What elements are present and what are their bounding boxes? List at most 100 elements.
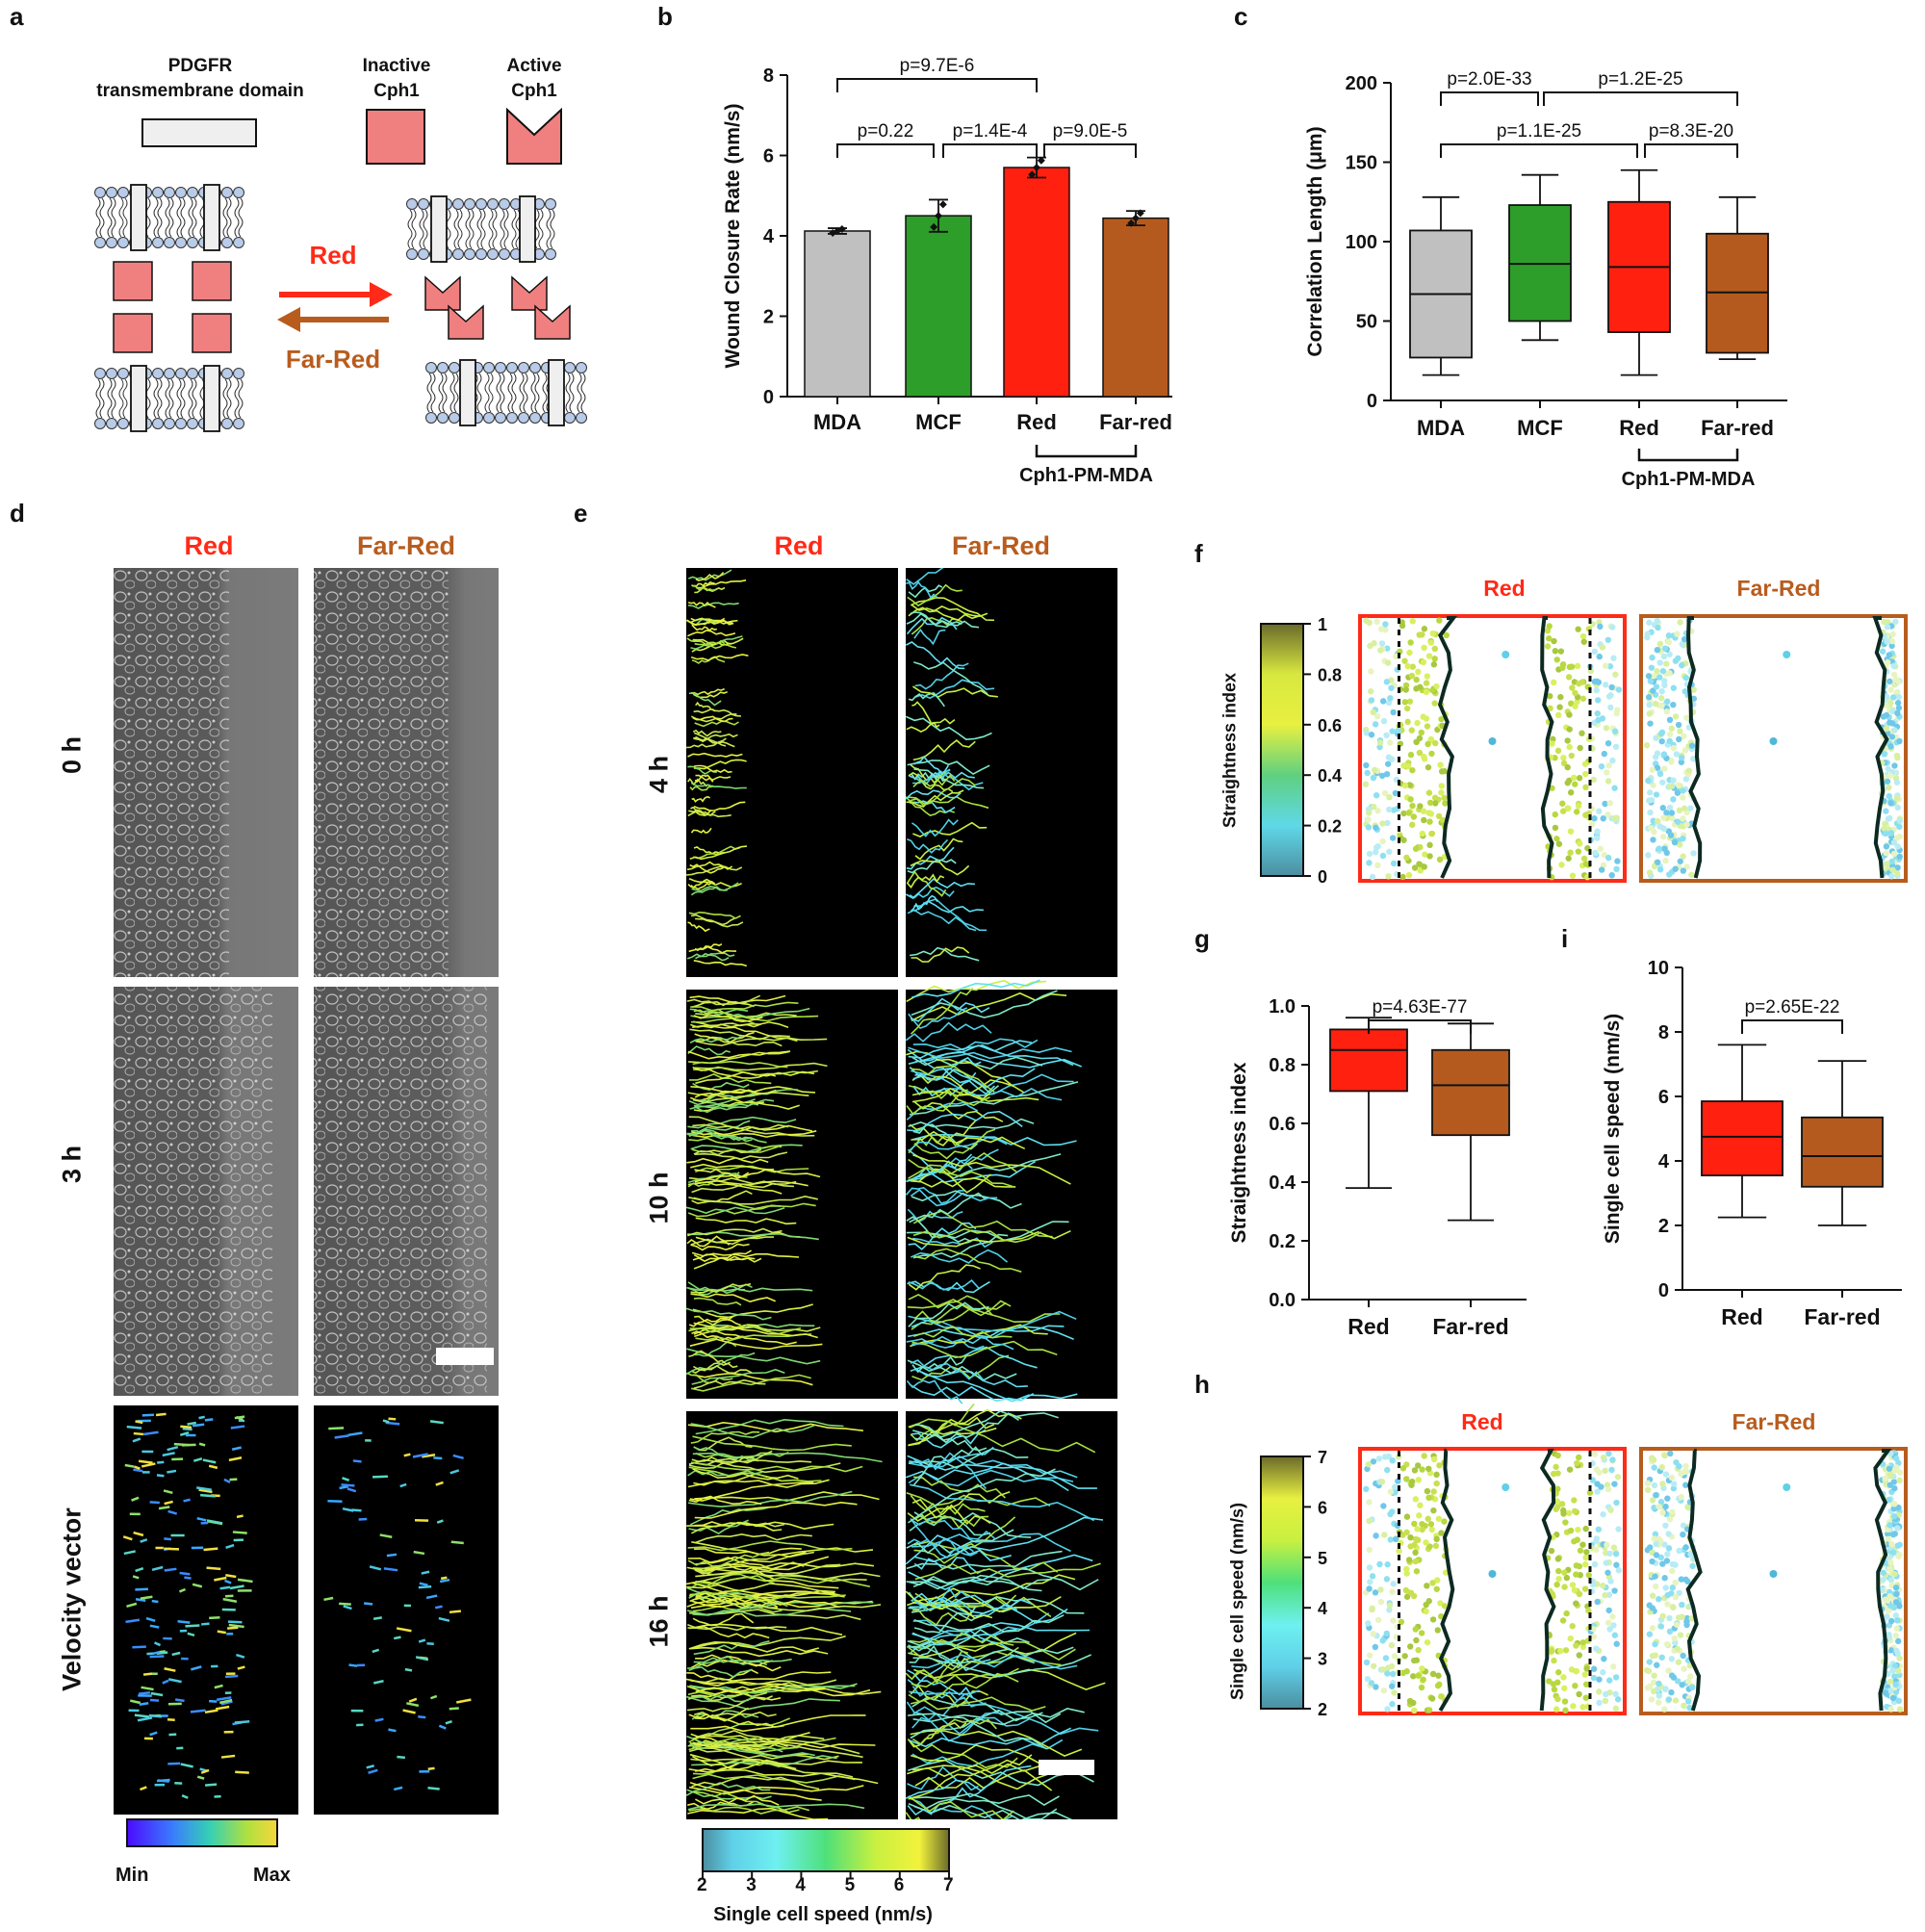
trajectory bbox=[908, 1423, 997, 1435]
y-tick-label: 8 bbox=[1658, 1022, 1669, 1043]
y-tick-label: 0.8 bbox=[1269, 1055, 1296, 1076]
farred-light-label: Far-Red bbox=[285, 345, 381, 374]
colorbar-tick-label: 7 bbox=[1318, 1448, 1327, 1467]
y-tick-label: 0.2 bbox=[1269, 1231, 1296, 1252]
trajectory bbox=[912, 1133, 1077, 1146]
trajectory bbox=[695, 774, 732, 782]
velocity-arrow bbox=[413, 1550, 425, 1556]
pdgfr-label-line1: PDGFR bbox=[167, 56, 233, 76]
y-tick-label: 200 bbox=[1346, 73, 1377, 94]
velocity-arrow bbox=[237, 1665, 245, 1670]
colorbar bbox=[1260, 1455, 1304, 1710]
velocity-arrow bbox=[156, 1778, 170, 1783]
velocity-arrow bbox=[456, 1698, 472, 1704]
trajectory bbox=[691, 1755, 785, 1770]
trajectory bbox=[687, 921, 710, 933]
trajectory bbox=[912, 1706, 1030, 1736]
trajectory bbox=[907, 1538, 974, 1558]
trajectory bbox=[690, 1283, 752, 1294]
bar-mcf bbox=[905, 215, 972, 398]
y-axis-label: Straightness index bbox=[1228, 1062, 1250, 1243]
trajectory bbox=[913, 1100, 1004, 1122]
trajectory bbox=[692, 845, 741, 860]
trajectory bbox=[911, 1739, 1064, 1767]
y-tick-label: 100 bbox=[1346, 232, 1377, 253]
trajectory bbox=[688, 1195, 818, 1205]
velocity-arrow bbox=[421, 1570, 430, 1575]
micrograph-grid bbox=[114, 568, 499, 1815]
trajectory bbox=[914, 1056, 982, 1081]
trajectory bbox=[909, 1727, 1072, 1748]
trajectory bbox=[686, 619, 733, 626]
trajectory bbox=[688, 1350, 732, 1365]
group-bracket bbox=[1035, 445, 1138, 458]
box-far-red bbox=[1801, 1116, 1884, 1188]
trajectory bbox=[912, 1567, 1099, 1591]
trajectory bbox=[687, 602, 739, 609]
velocity-arrow bbox=[167, 1469, 177, 1474]
d-row-velocity: Velocity vector bbox=[57, 1507, 87, 1691]
velocity-arrow bbox=[157, 1460, 165, 1464]
trajectory-grid bbox=[686, 568, 1117, 1819]
trajectory bbox=[907, 760, 990, 776]
y-axis-label: Wound Closure Rate (nm/s) bbox=[722, 104, 744, 369]
velocity-arrow bbox=[167, 1762, 181, 1765]
trajectory bbox=[691, 1190, 753, 1204]
h-cbar-label: Single cell speed (nm/s) bbox=[1227, 1502, 1247, 1701]
trajectory bbox=[694, 733, 738, 743]
velocity-arrow bbox=[220, 1700, 233, 1706]
trajectory bbox=[909, 1192, 988, 1224]
trajectory bbox=[692, 1607, 852, 1617]
trajectory bbox=[694, 586, 726, 594]
trajectory bbox=[691, 1775, 820, 1790]
trajectory bbox=[694, 1089, 762, 1098]
p-value-label: p=0.22 bbox=[858, 121, 914, 142]
velocity-arrow bbox=[162, 1679, 169, 1685]
speed-colorbar-ticks: 2 3 4 5 6 7 bbox=[697, 1875, 961, 1898]
chart-c: 0 50 100 150 200 Correlation Length (μm) MDA MC… bbox=[1304, 69, 1787, 490]
trajectory bbox=[688, 692, 722, 707]
colorbar-tick-label: 6 bbox=[893, 1875, 905, 1895]
velocity-arrow bbox=[343, 1605, 352, 1610]
velocity-arrow bbox=[138, 1690, 151, 1695]
trajectory bbox=[910, 1483, 1095, 1522]
colorbar-tick-label: 0.4 bbox=[1318, 766, 1342, 786]
trajectory bbox=[686, 952, 735, 960]
trajectory bbox=[695, 1418, 844, 1435]
velocity-arrow bbox=[427, 1766, 435, 1771]
data-point bbox=[938, 200, 947, 209]
trajectory bbox=[910, 988, 974, 1035]
trajectory bbox=[686, 1521, 834, 1531]
trajectory bbox=[907, 1455, 1097, 1489]
velocity-arrow bbox=[225, 1543, 235, 1549]
trajectory bbox=[911, 1429, 987, 1449]
e-row-4h: 4 h bbox=[644, 756, 674, 794]
box-far-red bbox=[1431, 1048, 1510, 1137]
trajectory bbox=[690, 1163, 821, 1178]
p-bracket bbox=[1741, 1019, 1843, 1034]
data-point bbox=[1028, 170, 1037, 179]
velocity-arrow bbox=[368, 1768, 378, 1774]
p-value-label: p=1.2E-25 bbox=[1598, 69, 1682, 90]
velocity-arrow bbox=[229, 1584, 244, 1590]
trajectory bbox=[693, 1436, 753, 1452]
trajectory bbox=[908, 1713, 1047, 1750]
x-tick-label: MDA bbox=[1417, 416, 1465, 440]
trajectory bbox=[690, 1733, 788, 1749]
trajectory bbox=[694, 1315, 741, 1327]
velocity-arrow bbox=[201, 1622, 210, 1626]
trajectory bbox=[688, 1785, 864, 1795]
velocity-arrow bbox=[183, 1498, 191, 1503]
trajectory bbox=[910, 1346, 1038, 1372]
velocity-arrow bbox=[196, 1486, 213, 1492]
velocity-arrow bbox=[151, 1565, 164, 1572]
trajectory bbox=[908, 1040, 1033, 1059]
trajectory bbox=[693, 1020, 798, 1043]
trajectory bbox=[914, 662, 969, 690]
trajectory bbox=[689, 1324, 802, 1335]
velocity-arrow bbox=[351, 1508, 362, 1512]
y-tick-label: 0.4 bbox=[1269, 1172, 1296, 1194]
chart-g: 0.0 0.2 0.4 0.6 0.8 1.0 Straightness index Red F… bbox=[1228, 996, 1527, 1339]
trajectory bbox=[911, 1592, 1018, 1611]
active-cph1-legend bbox=[506, 107, 562, 165]
